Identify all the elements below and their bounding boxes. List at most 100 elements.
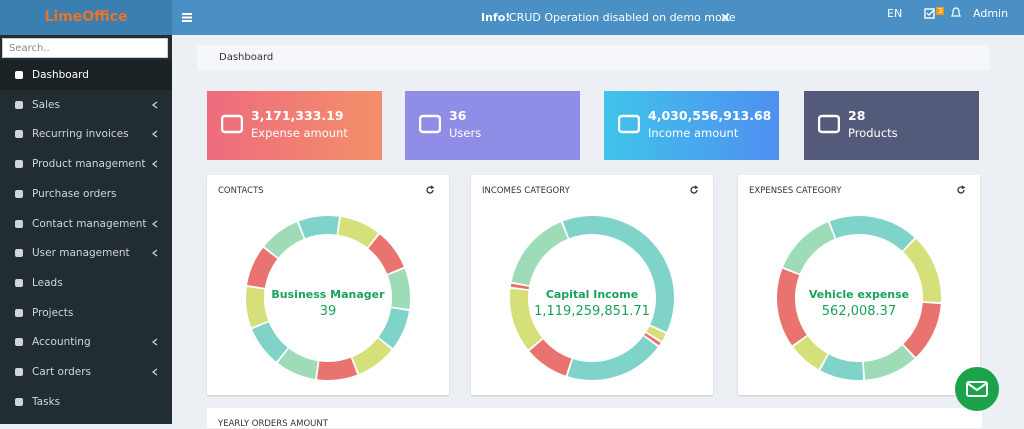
donut-segment [903,238,942,303]
menu-icon [15,130,23,139]
donut-segment [829,216,915,251]
menu-item[interactable]: Cart orders [0,357,172,387]
icon-shape [957,185,966,194]
center-label: Vehicle expense [808,288,910,301]
menu-item[interactable]: Accounting [0,327,172,357]
donut-segment [317,357,358,380]
menu-item[interactable]: Product management [0,149,172,179]
menu-item[interactable]: Dashboard [0,60,172,90]
submenu-arrow [152,368,158,376]
widget-panel: CONTACTS Business Manager 39 [207,175,449,395]
refresh-button[interactable] [689,185,699,195]
stat-card[interactable]: 28 Products [804,91,979,160]
bottom-panel: YEARLY ORDERS AMOUNT [207,408,982,429]
donut-segment [352,338,392,374]
donut-segment [820,354,864,381]
icon-shape [15,397,23,406]
language[interactable]: EN [887,7,903,20]
donut-segment [387,268,410,309]
donut-chart [509,216,675,381]
arrow [152,130,158,138]
info-label: Info! [481,11,511,24]
info-text: CRUD Operation disabled on demo mode [509,11,736,24]
donut-chart [776,216,942,381]
arrow [152,101,158,109]
icon-shape [690,185,699,194]
menu-icon [15,338,23,347]
logo[interactable]: LimeOffice [0,0,172,35]
menu-icon [15,189,23,198]
menu-icon [15,278,23,287]
widget-panel: INCOMES CATEGORY Capital Income 1,119,259,… [471,175,713,395]
icon-shape [15,338,23,347]
menu-item[interactable]: Leads [0,268,172,298]
icon-shape [15,278,23,287]
chat-button[interactable] [954,366,1000,412]
menu-label: Tasks [32,395,61,408]
menu-item[interactable]: Tasks [0,387,172,417]
stat-label: Users [449,126,482,140]
menu-icon [15,71,23,79]
menu-item[interactable]: Purchase orders [0,179,172,209]
menu-label: Leads [32,276,63,289]
donut-segment [298,216,339,239]
donut-segment [509,288,543,350]
menu-toggle[interactable] [182,13,192,22]
donut-segment [252,322,288,362]
menu-icon [15,249,23,258]
widget-title: EXPENSES CATEGORY [749,186,842,196]
icon-shape [15,219,23,228]
menu-icon [15,308,23,317]
icon-shape [221,114,243,134]
close-info[interactable] [721,13,730,22]
donut-chart [246,216,410,380]
stat-icon [221,114,243,134]
donut-segment [863,345,915,380]
breadcrumb[interactable]: Dashboard [197,45,990,70]
menu-item[interactable]: Projects [0,298,172,328]
arrow [152,160,158,168]
stat-value: 3,171,333.19 [251,108,344,123]
menu-item[interactable]: Sales [0,90,172,120]
donut-segment [247,247,278,288]
menu-label: User management [32,247,130,260]
badge: 3 [936,7,945,15]
menu-label: Cart orders [32,366,92,378]
icon-shape [15,130,23,139]
icon-shape [15,189,23,198]
widget-title: INCOMES CATEGORY [482,186,570,196]
arrow [152,368,158,376]
top-bar: Info! CRUD Operation disabled on demo mo… [172,0,1024,35]
tasks-icon[interactable] [924,8,936,19]
donut-segment [246,287,269,328]
icon-shape [15,160,23,169]
stat-card[interactable]: 4,030,556,913.68 Income amount [604,91,779,160]
stat-icon [419,114,441,134]
refresh-button[interactable] [956,185,966,195]
menu-label: Sales [32,98,60,111]
bell-icon[interactable] [951,7,961,19]
stat-card[interactable]: 36 Users [405,91,580,160]
menu-icon [15,368,23,376]
user-name[interactable]: Admin [973,7,1009,20]
stat-card[interactable]: 3,171,333.19 Expense amount [207,91,382,160]
center-label: Capital Income [545,288,639,301]
menu-item[interactable]: Recurring invoices [0,119,172,149]
icon-shape [15,308,23,317]
donut-segment [338,217,379,248]
submenu-arrow [152,338,158,346]
menu-item[interactable]: Contact management [0,209,172,239]
center-label: Business Manager [271,288,385,301]
submenu-arrow [152,101,158,109]
donut-segment [529,339,572,376]
menu-label: Recurring invoices [32,128,129,141]
donut-segment [511,222,568,286]
menu-label: Projects [32,306,74,319]
icon-shape [426,185,435,194]
refresh-button[interactable] [425,185,435,195]
search-input[interactable]: Search.. [2,38,168,58]
icon-shape [618,114,640,134]
donut-segment [783,222,835,274]
menu-item[interactable]: User management [0,238,172,268]
widget-panel: EXPENSES CATEGORY Vehicle expense 562,008.… [738,175,980,395]
